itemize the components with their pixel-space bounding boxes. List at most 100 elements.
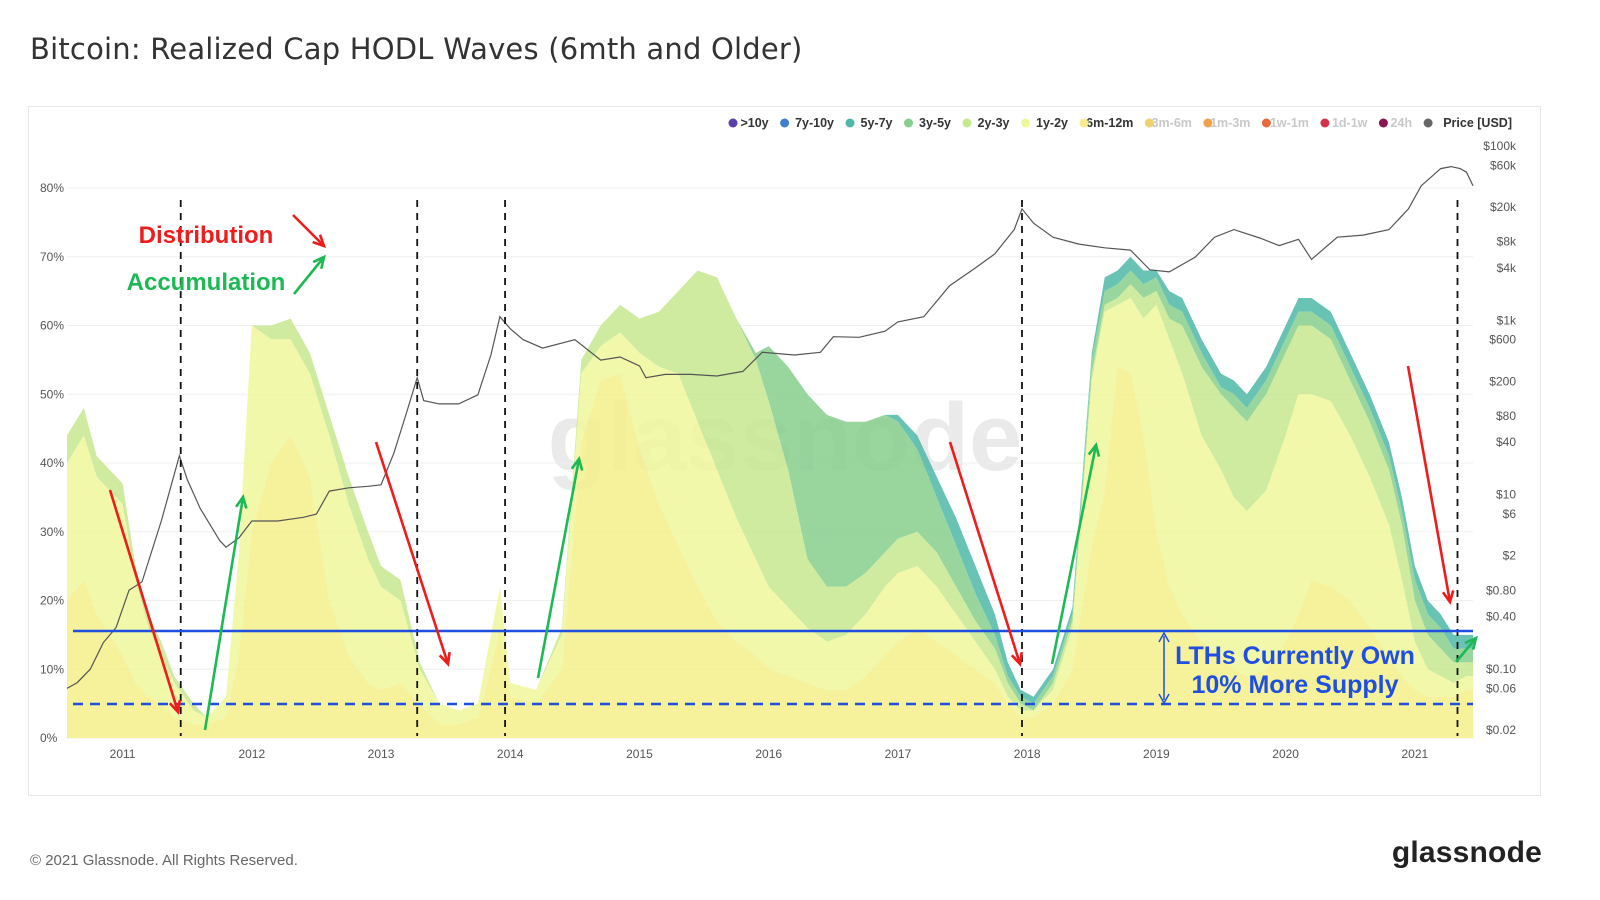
y-right-tick-label: $8k	[1497, 235, 1517, 249]
distribution-arrow	[108, 489, 180, 713]
y-right-tick-label: $0.40	[1486, 610, 1516, 624]
legend-label[interactable]: 1d-1w	[1332, 116, 1368, 130]
x-tick-label: 2017	[885, 747, 912, 761]
x-tick-label: 2021	[1401, 747, 1428, 761]
accumulation-arrow-head-icon	[1087, 442, 1101, 457]
legend-label[interactable]: 6m-12m	[1086, 116, 1133, 130]
accumulation-arrow-head-icon	[570, 456, 584, 471]
y-left-tick-label: 20%	[40, 594, 64, 608]
distribution-label: Distribution	[139, 222, 274, 249]
distribution-arrow	[374, 441, 450, 665]
lth-annotation-line1: LTHs Currently Own	[1175, 642, 1415, 670]
legend-swatch[interactable]	[728, 118, 738, 128]
legend-swatch[interactable]	[1261, 118, 1271, 128]
area-2y-3y	[67, 270, 1473, 718]
accumulation-key-arrow	[292, 256, 326, 295]
distribution-arrow-head-icon	[1441, 590, 1455, 605]
accumulation-arrow	[203, 496, 245, 731]
legend-label[interactable]: >10y	[740, 116, 768, 130]
accumulation-arrow-head-icon	[235, 494, 248, 509]
accumulation-arrow-head-icon	[1464, 635, 1478, 650]
area-1y-2y	[67, 298, 1473, 725]
distribution-key-arrow-head-icon	[312, 234, 327, 249]
legend-label[interactable]: 1y-2y	[1036, 116, 1068, 130]
copyright-text: © 2021 Glassnode. All Rights Reserved.	[30, 852, 298, 869]
page-title: Bitcoin: Realized Cap HODL Waves (6mth a…	[30, 32, 803, 66]
distribution-key-arrow	[292, 214, 325, 247]
distribution-arrow-head-icon	[168, 699, 182, 715]
glassnode-logo[interactable]: glassnode	[1391, 836, 1542, 869]
distribution-arrow	[948, 441, 1022, 665]
y-right-tick-label: $2	[1503, 549, 1517, 563]
legend-swatch[interactable]	[1378, 118, 1388, 128]
y-right-tick-label: $4k	[1497, 261, 1517, 275]
legend-label[interactable]: 1w-1m	[1270, 116, 1309, 130]
y-right-tick-label: $200	[1489, 374, 1516, 388]
accumulation-label: Accumulation	[127, 269, 286, 296]
y-right-tick-label: $0.02	[1486, 723, 1516, 737]
x-tick-label: 2011	[110, 747, 136, 761]
x-tick-label: 2015	[626, 747, 653, 761]
area-3y-5y	[67, 270, 1473, 718]
x-tick-label: 2018	[1014, 747, 1041, 761]
y-right-tick-label: $80	[1496, 409, 1516, 423]
y-right-tick-label: $100k	[1483, 139, 1517, 153]
distribution-arrow	[1406, 365, 1452, 603]
accumulation-arrow	[536, 458, 581, 679]
y-right-tick-label: $60k	[1490, 158, 1517, 172]
accumulation-key-arrow-head-icon	[312, 254, 326, 269]
legend-swatch[interactable]	[1423, 118, 1433, 128]
legend-label[interactable]: 3y-5y	[919, 116, 951, 130]
legend-swatch[interactable]	[1079, 118, 1089, 128]
x-tick-label: 2013	[368, 747, 395, 761]
legend-swatch[interactable]	[780, 118, 790, 128]
y-right-tick-label: $600	[1489, 333, 1516, 347]
legend-swatch[interactable]	[845, 118, 855, 128]
x-tick-label: 2012	[238, 747, 265, 761]
legend-swatch[interactable]	[904, 118, 913, 128]
y-right-tick-label: $0.10	[1486, 662, 1516, 676]
x-tick-label: 2014	[497, 747, 524, 761]
y-right-tick-label: $6	[1503, 507, 1517, 521]
legend-label[interactable]: 5y-7y	[861, 116, 893, 130]
x-tick-label: 2016	[755, 747, 782, 761]
y-left-tick-label: 80%	[40, 181, 64, 195]
area-6m-12m	[67, 366, 1473, 738]
y-left-tick-label: 60%	[40, 319, 64, 333]
arrow-head-icon	[1158, 693, 1170, 705]
x-tick-label: 2020	[1272, 747, 1299, 761]
y-right-tick-label: $20k	[1490, 200, 1517, 214]
distribution-arrow-head-icon	[1010, 651, 1024, 667]
y-left-tick-label: 50%	[40, 387, 64, 401]
legend-swatch[interactable]	[962, 118, 972, 128]
y-left-tick-label: 10%	[40, 662, 64, 676]
legend-swatch[interactable]	[1144, 118, 1154, 128]
accumulation-arrow	[1050, 444, 1098, 665]
y-left-tick-label: 30%	[40, 525, 64, 539]
legend-label[interactable]: 3m-6m	[1152, 116, 1192, 130]
legend-swatch[interactable]	[1021, 118, 1030, 128]
y-right-tick-label: $10	[1496, 488, 1516, 502]
legend-label[interactable]: Price [USD]	[1443, 116, 1512, 130]
legend-swatch[interactable]	[1203, 118, 1213, 128]
y-left-tick-label: 70%	[40, 250, 64, 264]
legend-label[interactable]: 1m-3m	[1210, 116, 1250, 130]
y-right-tick-label: $0.06	[1486, 681, 1516, 695]
y-left-tick-label: 40%	[40, 456, 64, 470]
arrow-head-icon	[1158, 631, 1170, 643]
legend-label[interactable]: 7y-10y	[795, 116, 834, 130]
x-tick-label: 2019	[1143, 747, 1170, 761]
y-right-tick-label: $40	[1496, 435, 1516, 449]
legend-swatch[interactable]	[1320, 118, 1330, 128]
legend-label[interactable]: 24h	[1391, 116, 1413, 130]
lth-annotation-line2: 10% More Supply	[1192, 671, 1399, 699]
y-left-tick-label: 0%	[40, 731, 58, 745]
chart-panel	[28, 106, 1541, 796]
legend-label[interactable]: 2y-3y	[978, 116, 1010, 130]
distribution-arrow-head-icon	[438, 651, 451, 667]
accumulation-arrow	[1455, 637, 1477, 663]
y-right-tick-label: $0.80	[1486, 583, 1516, 597]
price-line	[66, 165, 1474, 689]
y-right-tick-label: $1k	[1497, 313, 1517, 327]
